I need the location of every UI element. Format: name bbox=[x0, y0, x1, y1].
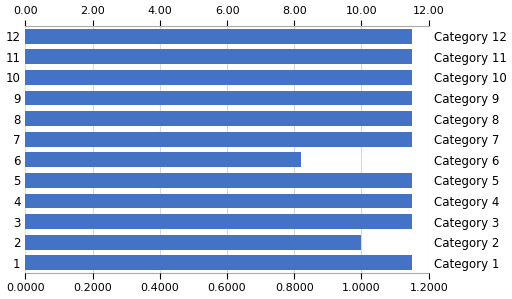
Bar bbox=[26, 29, 42, 44]
Bar bbox=[26, 193, 133, 208]
Bar bbox=[26, 91, 412, 106]
Bar bbox=[26, 91, 126, 106]
Bar bbox=[26, 152, 200, 167]
Bar bbox=[26, 132, 99, 147]
Bar bbox=[26, 49, 69, 64]
Bar bbox=[26, 235, 318, 250]
Bar bbox=[26, 49, 412, 64]
Bar bbox=[26, 214, 412, 229]
Bar bbox=[26, 111, 412, 126]
Bar bbox=[26, 255, 244, 270]
Bar bbox=[26, 29, 412, 44]
Bar bbox=[26, 255, 412, 270]
Bar bbox=[26, 173, 412, 188]
Bar bbox=[26, 132, 412, 147]
Bar bbox=[26, 193, 412, 208]
Bar bbox=[26, 70, 93, 85]
Bar bbox=[26, 70, 412, 85]
Bar bbox=[26, 173, 234, 188]
Bar bbox=[26, 235, 361, 250]
Bar bbox=[26, 111, 59, 126]
Bar bbox=[26, 152, 301, 167]
Bar bbox=[26, 214, 250, 229]
